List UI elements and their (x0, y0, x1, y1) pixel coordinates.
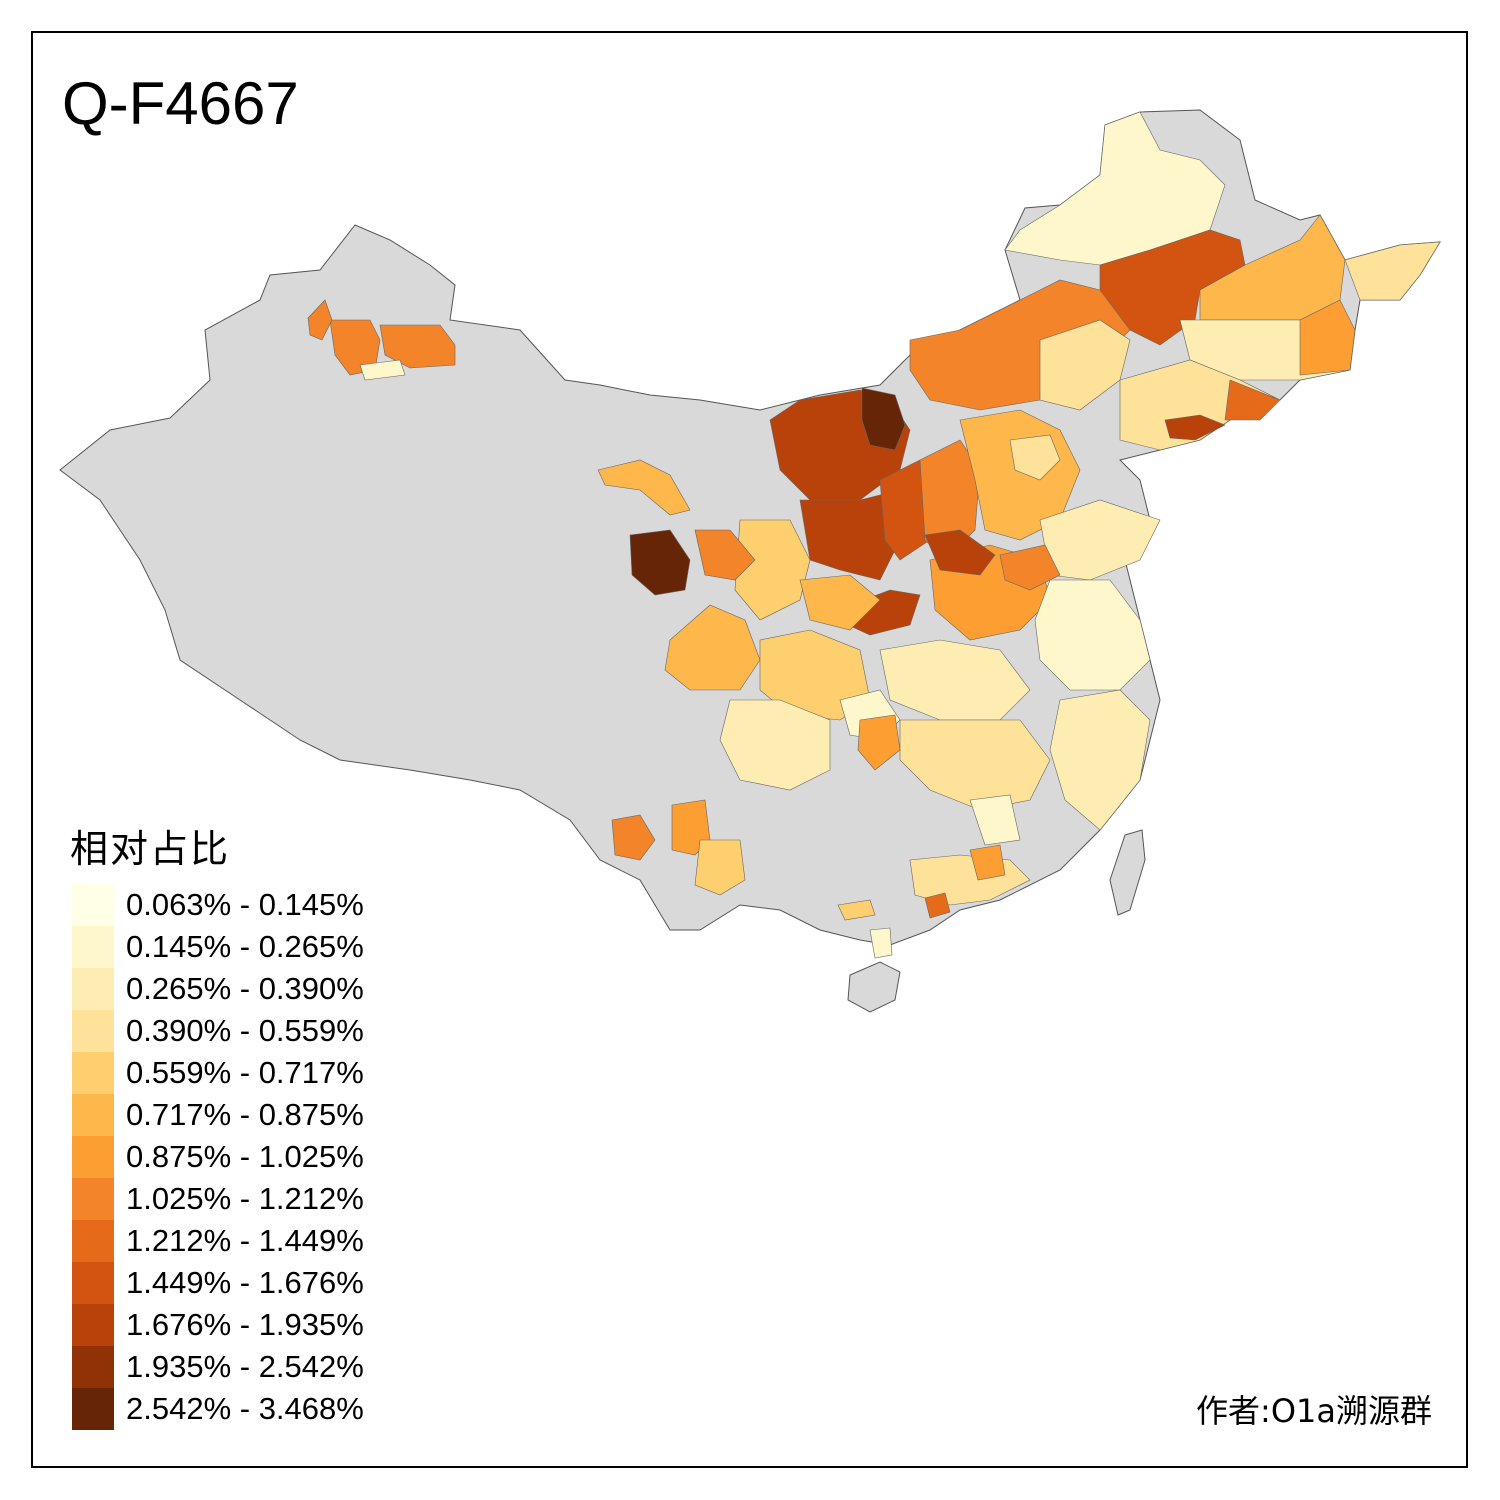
region-dalian (1164, 414, 1226, 441)
legend-label: 1.449% - 1.676% (126, 1265, 364, 1300)
legend-swatch (72, 1178, 114, 1220)
region-fujian-south (969, 794, 1021, 846)
legend-swatch (72, 1262, 114, 1304)
legend-label: 1.212% - 1.449% (126, 1223, 364, 1258)
legend-swatch (72, 1346, 114, 1388)
region-layer (307, 111, 1441, 959)
legend-swatch (72, 1052, 114, 1094)
region-henan-dark (924, 529, 996, 576)
map-frame (31, 31, 1468, 1468)
region-liaoning-east (1224, 379, 1281, 421)
legend-swatch (72, 1136, 114, 1178)
region-inner-mongolia-dark (861, 387, 906, 451)
region-yunnan-south (694, 839, 746, 896)
region-guangxi-south (837, 899, 876, 921)
region-qinghai-haixi (629, 529, 691, 596)
region-guizhou (719, 699, 831, 791)
legend-label: 0.390% - 0.559% (126, 1013, 364, 1048)
taiwan-island (1109, 829, 1146, 916)
region-hunan-jiangxi (899, 719, 1051, 811)
legend-label: 0.145% - 0.265% (126, 929, 364, 964)
region-xinjiang-tacheng (307, 299, 333, 341)
region-gansu-corridor (597, 459, 691, 516)
legend-title: 相对占比 (70, 827, 231, 871)
legend-label: 0.063% - 0.145% (126, 887, 364, 922)
legend-swatch (72, 1010, 114, 1052)
legend-label: 0.265% - 0.390% (126, 971, 364, 1006)
region-shandong-west (999, 544, 1061, 591)
region-hunan-west (857, 714, 901, 771)
region-zhejiang-fujian (1049, 689, 1151, 831)
region-guangzhou (924, 892, 951, 919)
legend-label: 0.559% - 0.717% (126, 1055, 364, 1090)
legend-label: 1.935% - 2.542% (126, 1349, 364, 1384)
region-xinjiang-changji (359, 359, 406, 381)
legend-label: 1.025% - 1.212% (126, 1181, 364, 1216)
region-shanxi (919, 439, 981, 561)
region-heilongjiang-north (1004, 111, 1226, 266)
region-sichuan-west (664, 604, 761, 691)
legend-swatch (72, 1388, 114, 1430)
region-gansu-central (734, 519, 811, 621)
region-beijing-tianjin (1009, 434, 1061, 481)
legend-swatch (72, 884, 114, 926)
region-qinghai-east (694, 529, 756, 581)
legend-swatch (72, 1220, 114, 1262)
map-title: Q-F4667 (62, 70, 299, 137)
author-credit: 作者:O1a溯源群 (1196, 1392, 1432, 1430)
region-leizhou (869, 927, 893, 959)
legend-swatch (72, 1304, 114, 1346)
legend-swatch (72, 968, 114, 1010)
region-jilin-east (1299, 299, 1356, 376)
region-xinjiang-altay-east (379, 324, 456, 369)
region-yunnan-west (611, 814, 656, 861)
legend-label: 2.542% - 3.468% (126, 1391, 364, 1426)
legend-swatch (72, 926, 114, 968)
region-heilongjiang-far-east (1344, 241, 1441, 301)
region-gansu-east (799, 574, 881, 631)
legend-label: 0.717% - 0.875% (126, 1097, 364, 1132)
legend-label: 1.676% - 1.935% (126, 1307, 364, 1342)
region-guangdong-orange (969, 844, 1006, 881)
region-hubei (879, 639, 1031, 721)
legend-label: 0.875% - 1.025% (126, 1139, 364, 1174)
region-inner-mongolia-hinggan (1039, 319, 1131, 411)
region-ningxia-gansu (799, 489, 901, 581)
hainan-island (847, 961, 901, 1013)
legend-swatch (72, 1094, 114, 1136)
